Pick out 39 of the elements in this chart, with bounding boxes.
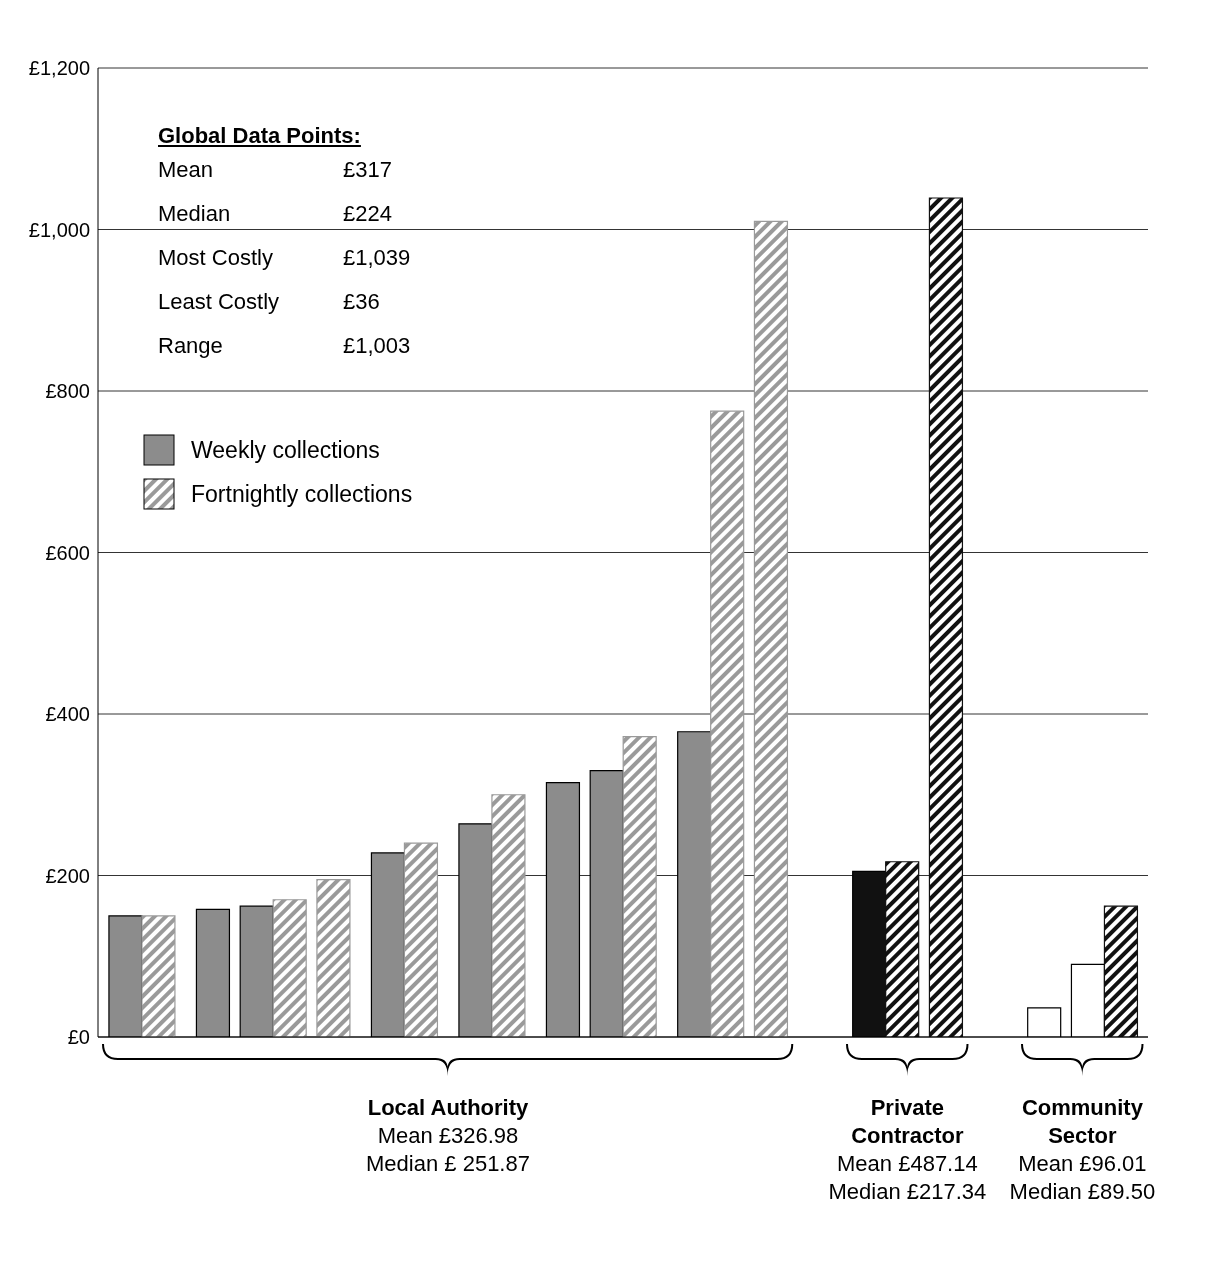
annotation: Median (158, 201, 232, 228)
text: Mean £326.98 (376, 1122, 520, 1150)
bar (403, 842, 439, 1037)
annotation: £224 (343, 201, 392, 228)
bar (141, 915, 176, 1037)
bar (710, 410, 745, 1037)
text: Median £89.50 (1008, 1178, 1157, 1206)
y-tick-label: £600 (45, 541, 90, 564)
y-tick-label: £400 (45, 703, 90, 726)
annotation: £1,039 (343, 245, 411, 272)
bar (316, 878, 351, 1037)
bar (491, 794, 526, 1037)
text: Mean £96.01 (1017, 1150, 1148, 1178)
annotation: Most Costly (158, 245, 274, 272)
annotation: Range (158, 333, 224, 360)
bar (1103, 905, 1139, 1037)
text: Private Contractor (850, 1094, 965, 1150)
text: Median £217.34 (827, 1178, 988, 1206)
annotation: £317 (343, 157, 392, 184)
annotation: Mean (158, 157, 215, 184)
y-tick-label: £0 (67, 1026, 90, 1049)
bar (272, 899, 307, 1037)
y-tick-label: £800 (45, 380, 90, 403)
text: Mean £487.14 (836, 1150, 979, 1178)
text: Local Authority (366, 1094, 530, 1122)
annotation: Global Data Points: (158, 123, 362, 149)
bar (753, 220, 789, 1037)
legend-label: Weekly collections (191, 436, 380, 464)
text: Community Sector (1020, 1094, 1144, 1150)
y-tick-label: £200 (45, 864, 90, 887)
annotation: Least Costly (158, 289, 281, 316)
legend-label: Fortnightly collections (191, 480, 413, 508)
annotation: £36 (343, 289, 380, 316)
text: Median £ 251.87 (365, 1150, 531, 1178)
bar (622, 736, 657, 1037)
annotation: £1,003 (343, 333, 411, 360)
y-tick-label: £1,200 (28, 57, 90, 80)
y-tick-label: £1,000 (28, 218, 90, 241)
bar (928, 197, 964, 1037)
